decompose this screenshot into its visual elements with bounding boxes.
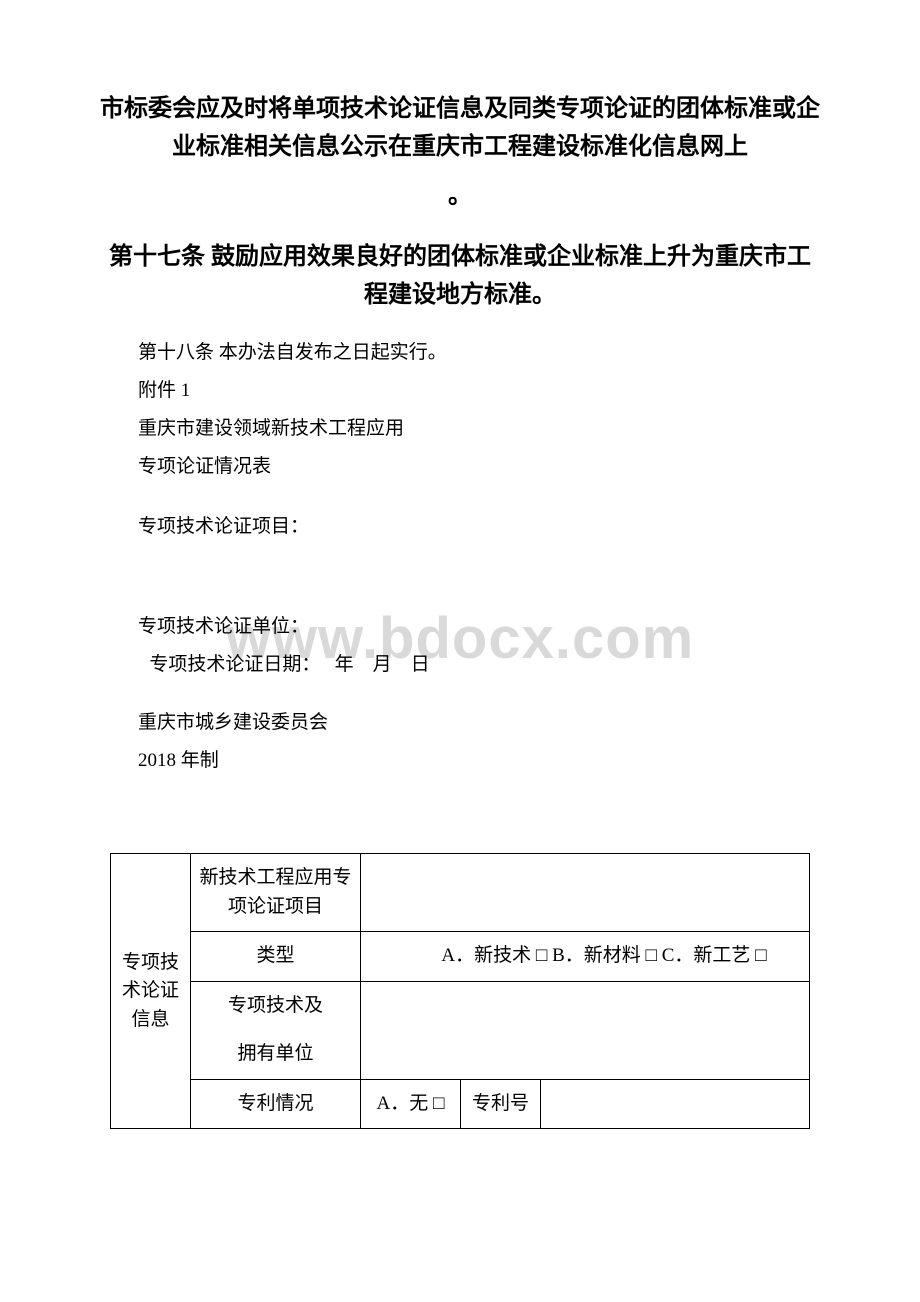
cell-patent-label: 专利情况 [191,1079,361,1129]
cell-tech-label-1: 专项技术及 [191,981,361,1030]
attachment-label: 附件 1 [100,373,820,409]
cell-project-label: 新技术工程应用专项论证项目 [191,854,361,932]
heading-article-17: 第十七条 鼓励应用效果良好的团体标准或企业标准上升为重庆市工程建设地方标准。 [100,238,820,315]
cell-type-label: 类型 [191,932,361,982]
attachment-title-2: 专项论证情况表 [100,449,820,485]
article-18: 第十八条 本办法自发布之日起实行。 [100,335,820,371]
cell-patent-no-label: 专利号 [461,1079,541,1129]
cell-section-label: 专项技术论证信息 [111,854,191,1129]
field-project: 专项技术论证项目： [100,509,820,545]
cell-patent-no-value [541,1079,810,1129]
issuer: 重庆市城乡建设委员会 [100,705,820,741]
attachment-title-1: 重庆市建设领域新技术工程应用 [100,411,820,447]
table-row: 专项技术论证信息 新技术工程应用专项论证项目 [111,854,810,932]
field-unit: 专项技术论证单位： [100,609,820,645]
cell-type-value: A．新技术 □ B．新材料 □ C．新工艺 □ [361,932,810,982]
cell-tech-label-2: 拥有单位 [191,1030,361,1079]
table-row: 专项技术及 [111,981,810,1030]
table-row: 专利情况 A．无 □ 专利号 [111,1079,810,1129]
cell-project-value [361,854,810,932]
issue-year: 2018 年制 [100,743,820,779]
field-date: 专项技术论证日期： 年 月 日 [100,647,820,683]
document-content: 市标委会应及时将单项技术论证信息及同类专项论证的团体标准或企业标准相关信息公示在… [100,90,820,1129]
heading-paragraph-1: 市标委会应及时将单项技术论证信息及同类专项论证的团体标准或企业标准相关信息公示在… [100,90,820,167]
cell-patent-none: A．无 □ [361,1079,461,1129]
cell-tech-value [361,981,810,1079]
heading-paragraph-1-punct: 。 [100,175,820,210]
form-table: 专项技术论证信息 新技术工程应用专项论证项目 类型 A．新技术 □ B．新材料 … [110,853,810,1129]
table-row: 类型 A．新技术 □ B．新材料 □ C．新工艺 □ [111,932,810,982]
